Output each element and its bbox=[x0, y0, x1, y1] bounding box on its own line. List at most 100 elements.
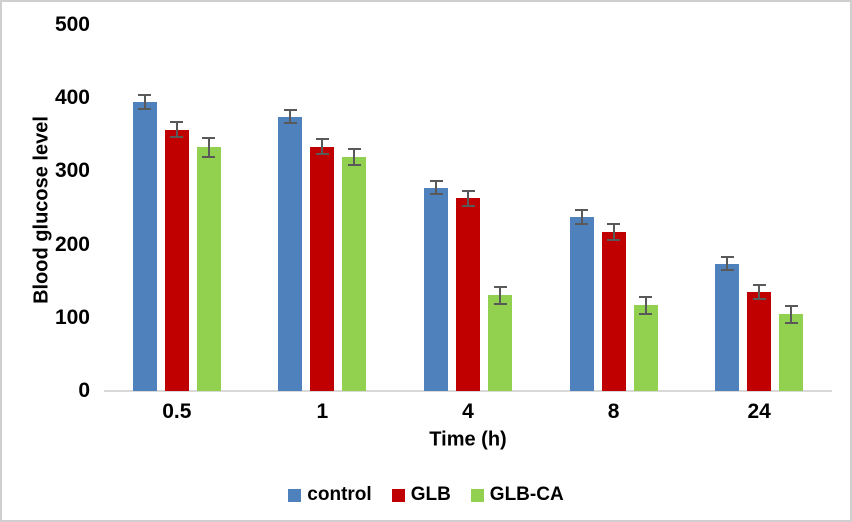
error-bar-cap-bottom bbox=[315, 153, 329, 156]
bar-control-4h bbox=[424, 187, 448, 391]
error-bar-cap-top bbox=[283, 109, 297, 112]
error-bar-cap-bottom bbox=[283, 121, 297, 124]
error-bar-cap-top bbox=[202, 137, 216, 140]
error-bar-cap-bottom bbox=[461, 205, 475, 208]
legend-swatch-GLB-CA bbox=[470, 488, 484, 502]
error-bar-cap-bottom bbox=[429, 192, 443, 195]
bar-GLB-4h bbox=[456, 198, 480, 391]
legend: control GLB GLB-CA bbox=[2, 484, 850, 506]
y-tick-label-300: 300 bbox=[54, 159, 90, 183]
bar-GLB-CA-24h bbox=[779, 314, 804, 391]
bar-GLB-0.5h bbox=[164, 129, 189, 391]
error-bar-stem bbox=[289, 109, 292, 124]
x-tick-label-8: 8 bbox=[607, 400, 620, 423]
error-bar-cap-bottom bbox=[575, 222, 589, 225]
error-bar-cap-top bbox=[575, 208, 589, 211]
error-bar-control-24h bbox=[720, 256, 734, 271]
error-bar-control-1h bbox=[283, 109, 297, 124]
x-tick-label-1: 1 bbox=[316, 400, 329, 423]
bar-GLB-CA-0.5h bbox=[196, 147, 221, 391]
error-bar-GLB-CA-4h bbox=[493, 285, 507, 305]
error-bar-stem bbox=[435, 180, 437, 195]
legend-item-GLB-CA: GLB-CA bbox=[470, 484, 564, 506]
error-bar-GLB-24h bbox=[752, 284, 766, 301]
error-bar-cap-bottom bbox=[138, 107, 152, 110]
error-bar-control-4h bbox=[429, 180, 443, 195]
legend-swatch-control bbox=[288, 488, 302, 502]
error-bar-stem bbox=[143, 93, 146, 110]
error-bar-stem bbox=[467, 189, 469, 208]
bar-GLB-24h bbox=[747, 292, 772, 391]
y-axis-title: Blood glucose level bbox=[30, 116, 53, 304]
error-bar-GLB-8h bbox=[607, 223, 621, 241]
error-bar-stem bbox=[499, 285, 501, 305]
x-tick-label-4: 4 bbox=[462, 400, 474, 423]
error-bar-cap-top bbox=[607, 223, 621, 226]
error-bar-GLB-CA-24h bbox=[784, 304, 798, 324]
error-bar-cap-top bbox=[170, 120, 184, 123]
bar-GLB-8h bbox=[601, 232, 626, 391]
error-bar-cap-top bbox=[493, 285, 507, 288]
error-bar-cap-bottom bbox=[170, 136, 184, 139]
x-axis-line bbox=[104, 390, 832, 392]
error-bar-stem bbox=[790, 304, 793, 324]
y-tick-label-500: 500 bbox=[54, 13, 90, 36]
error-bar-cap-bottom bbox=[752, 298, 766, 301]
legend-item-control: control bbox=[288, 484, 372, 506]
error-bar-GLB-4h bbox=[461, 189, 475, 208]
error-bar-cap-bottom bbox=[607, 238, 621, 241]
error-bar-stem bbox=[644, 295, 647, 315]
error-bar-cap-top bbox=[315, 137, 329, 140]
plot-area bbox=[104, 25, 832, 392]
bar-GLB-CA-8h bbox=[633, 305, 658, 391]
legend-swatch-GLB bbox=[391, 488, 405, 502]
bar-GLB-CA-1h bbox=[342, 156, 367, 391]
error-bar-cap-top bbox=[347, 147, 361, 150]
y-tick-label-200: 200 bbox=[54, 232, 90, 256]
error-bar-cap-bottom bbox=[784, 321, 798, 324]
error-bar-cap-top bbox=[429, 180, 443, 183]
bar-control-0.5h bbox=[132, 101, 157, 391]
error-bar-GLB-CA-8h bbox=[639, 295, 653, 315]
error-bar-cap-top bbox=[138, 93, 152, 96]
error-bar-cap-bottom bbox=[347, 163, 361, 166]
error-bar-cap-bottom bbox=[639, 312, 653, 315]
error-bar-GLB-CA-0.5h bbox=[202, 137, 216, 158]
y-tick-label-400: 400 bbox=[54, 86, 90, 110]
bar-GLB-CA-4h bbox=[488, 295, 512, 391]
legend-item-GLB: GLB bbox=[391, 484, 451, 506]
error-bar-control-8h bbox=[575, 208, 589, 225]
legend-label-GLB-CA: GLB-CA bbox=[489, 484, 564, 505]
error-bar-stem bbox=[612, 223, 615, 241]
bar-GLB-1h bbox=[310, 146, 335, 391]
error-bar-control-0.5h bbox=[138, 93, 152, 110]
error-bar-cap-bottom bbox=[493, 302, 507, 305]
x-axis-title: Time (h) bbox=[429, 428, 507, 451]
error-bar-cap-bottom bbox=[720, 268, 734, 271]
error-bar-stem bbox=[207, 137, 210, 158]
error-bar-cap-top bbox=[752, 284, 766, 287]
error-bar-stem bbox=[175, 120, 178, 139]
x-tick-label-0.5: 0.5 bbox=[162, 400, 192, 423]
error-bar-stem bbox=[353, 147, 356, 166]
error-bar-stem bbox=[580, 208, 583, 225]
error-bar-cap-top bbox=[639, 295, 653, 298]
error-bar-GLB-1h bbox=[315, 137, 329, 156]
bar-control-8h bbox=[569, 216, 594, 391]
bar-control-24h bbox=[715, 263, 740, 391]
legend-label-GLB: GLB bbox=[410, 484, 451, 505]
y-tick-label-100: 100 bbox=[54, 305, 90, 329]
x-tick-label-24: 24 bbox=[747, 400, 771, 423]
error-bar-stem bbox=[726, 256, 729, 271]
error-bar-stem bbox=[758, 284, 761, 301]
error-bar-cap-top bbox=[461, 189, 475, 192]
bar-control-1h bbox=[278, 116, 303, 391]
y-tick-label-0: 0 bbox=[78, 379, 90, 402]
error-bar-GLB-0.5h bbox=[170, 120, 184, 139]
error-bar-cap-bottom bbox=[202, 155, 216, 158]
error-bar-stem bbox=[321, 137, 324, 156]
error-bar-cap-top bbox=[784, 304, 798, 307]
legend-label-control: control bbox=[307, 484, 372, 505]
error-bar-cap-top bbox=[720, 256, 734, 259]
